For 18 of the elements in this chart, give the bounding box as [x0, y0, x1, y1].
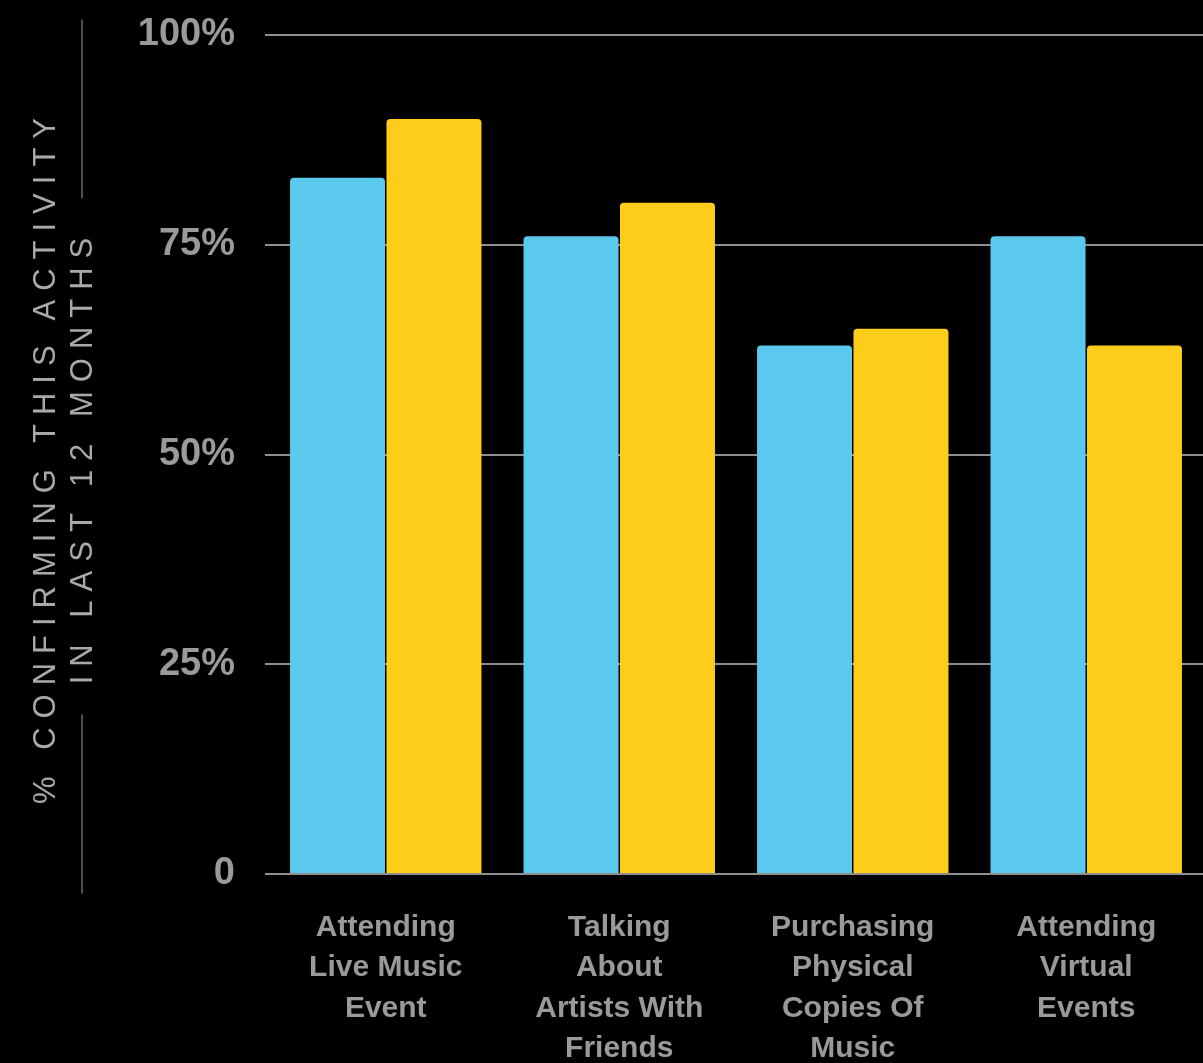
bar: [523, 236, 619, 873]
bar: [990, 236, 1086, 873]
bar: [1086, 345, 1182, 873]
y-axis-title: % CONFIRMING THIS ACTIVITY IN LAST 12 MONTHS: [26, 108, 100, 804]
y-tick-label: 75%: [158, 221, 235, 264]
y-tick-label: 25%: [158, 640, 235, 683]
y-tick-label: 100%: [137, 11, 235, 54]
x-tick-label: Attending Virtual Events: [1016, 908, 1157, 1023]
bar: [853, 328, 949, 873]
bar: [290, 177, 386, 873]
x-tick-label: Attending Live Music Event: [309, 908, 463, 1023]
x-tick-label: Talking About Artists With Friends: [535, 908, 704, 1063]
y-tick-label: 0: [213, 850, 235, 893]
y-tick-label: 50%: [158, 430, 235, 473]
bar: [619, 202, 715, 873]
x-tick-label: Purchasing Physical Copies Of Music: [771, 908, 935, 1063]
bar: [757, 345, 853, 873]
bar: [386, 118, 482, 873]
